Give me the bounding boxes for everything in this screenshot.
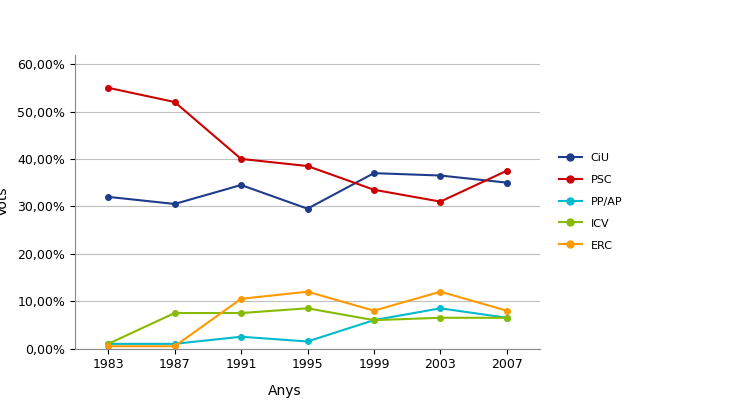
Legend: CiU, PSC, PP/AP, ICV, ERC: CiU, PSC, PP/AP, ICV, ERC — [555, 148, 626, 255]
Text: Anys: Anys — [268, 384, 302, 398]
Text: Vots per partit: Vots per partit — [11, 13, 184, 33]
Y-axis label: Vots: Vots — [0, 187, 10, 216]
